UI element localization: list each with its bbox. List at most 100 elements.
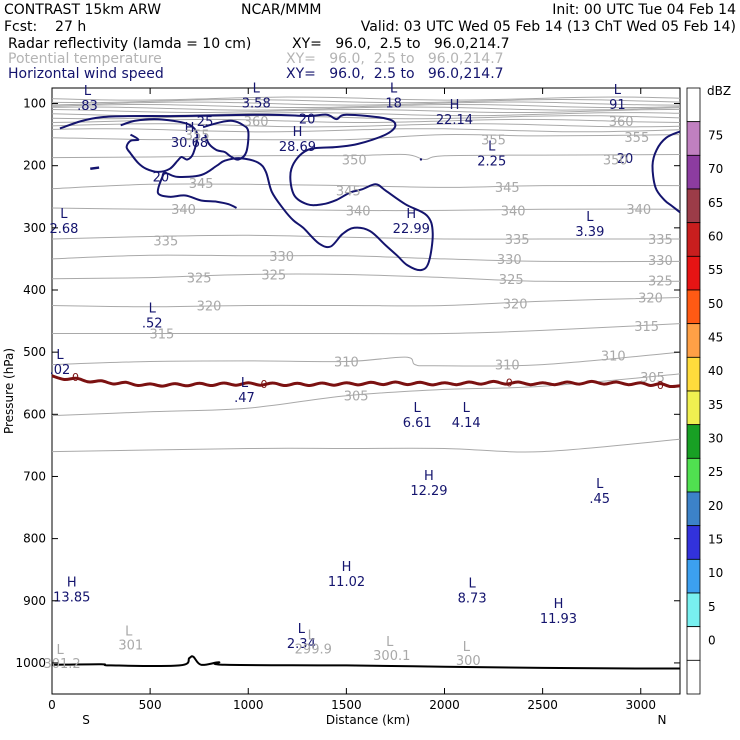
extremum-type-label: L [298, 622, 306, 637]
x-tick-label: 1500 [331, 698, 362, 712]
model-title: CONTRAST 15km ARW [4, 2, 161, 18]
extremum-type-label: L [253, 81, 261, 96]
reflectivity-zero-contour [51, 374, 681, 389]
extremum-value-label: 3.58 [242, 96, 271, 111]
colorbar-swatch [686, 188, 701, 224]
y-tick-label: 400 [23, 283, 46, 297]
field-theta-xy: XY= 96.0, 2.5 to 96.0,214.7 [286, 51, 504, 67]
colorbar-level-label: 10 [708, 566, 723, 580]
axes: 0 500 1000 1500 2000 2500 30001002003004005006… [15, 88, 680, 712]
extremum-type-label: L [84, 84, 92, 99]
theta-contour-label: 325 [499, 273, 524, 288]
extremum-value-label: 30.68 [171, 136, 208, 151]
y-tick-label: 100 [23, 97, 46, 111]
terrain-line [51, 655, 681, 670]
colorbar-level-label: 5 [708, 600, 716, 614]
x-tick-label: 0 [48, 698, 56, 712]
extremum-value-label: 11.02 [328, 575, 365, 590]
y-tick-label: 1000 [15, 656, 46, 670]
x-axis-start-label: S [82, 713, 90, 727]
theta-extremum-value-label: 299.9 [295, 643, 332, 658]
extremum-type-label: L [586, 210, 594, 225]
extremum-value-label: 2.34 [287, 637, 316, 652]
extremum-type-label: L [488, 140, 496, 155]
wind-contour-label: 20 [299, 112, 316, 127]
theta-contour-label: 330 [648, 254, 673, 269]
field-theta-name: Potential temperature [8, 51, 162, 67]
reflectivity-contour-label: 0 [72, 371, 79, 384]
theta-contour-label: 325 [261, 268, 286, 283]
extremum-type-label: L [469, 577, 477, 592]
reflectivity-contour [51, 374, 681, 389]
colorbar-swatch [686, 424, 701, 459]
theta-contour-label: 355 [624, 131, 649, 146]
theta-upper-isentrope [51, 106, 681, 111]
colorbar-level-label: 15 [708, 533, 723, 547]
theta-contour-label: 335 [153, 234, 178, 249]
extremum-value-label: 6.61 [403, 416, 432, 431]
extremum-type-label: H [450, 98, 460, 113]
extremum-type-label: H [293, 125, 303, 140]
extremum-type-label: H [342, 560, 352, 575]
field-wind-xy: XY= 96.0, 2.5 to 96.0,214.7 [286, 66, 504, 82]
theta-contour-label: 310 [495, 359, 520, 374]
theta-upper-isentrope [51, 123, 681, 128]
theta-contour-label: 345 [189, 177, 214, 192]
extremum-type-label: H [67, 575, 77, 590]
colorbar-swatch [686, 659, 701, 695]
extremum-type-label: L [390, 81, 398, 96]
x-axis-end-label: N [658, 713, 667, 727]
theta-upper-isentrope [51, 115, 681, 120]
init-time: Init: 00 UTC Tue 04 Feb 14 [552, 2, 736, 18]
theta-contour-label: 320 [197, 300, 222, 315]
extremum-value-label: 28.69 [279, 140, 316, 155]
extremum-value-label: 2.25 [477, 155, 506, 170]
field-reflectivity-xy: XY= 96.0, 2.5 to 96.0,214.7 [292, 36, 510, 52]
y-tick-label: 200 [23, 159, 46, 173]
theta-contour-label: 330 [269, 250, 294, 265]
theta-isentrope [51, 273, 681, 283]
extremum-type-label: H [554, 597, 564, 612]
extremum-type-label: L [614, 83, 622, 98]
colorbar-level-label: 20 [708, 499, 723, 513]
theta-extremum-type-label: L [386, 635, 394, 650]
y-axis-title: Pressure (hPa) [2, 348, 16, 434]
theta-isentrope [51, 373, 681, 417]
theta-upper-isentrope [51, 96, 681, 101]
theta-contour-label: 360 [609, 115, 634, 130]
colorbar-level-label: 45 [708, 331, 723, 345]
theta-isentrope [51, 351, 681, 367]
extremum-value-label: .02 [50, 363, 71, 378]
extremum-value-label: 22.14 [436, 113, 473, 128]
x-tick-label: 500 [139, 698, 162, 712]
extremum-value-label: 2.68 [49, 222, 78, 237]
colorbar-swatch [686, 390, 701, 426]
theta-contour-label: 310 [601, 349, 626, 364]
theta-upper-isentrope [51, 103, 681, 109]
extremum-type-label: H [424, 469, 434, 484]
x-tick-label: 3000 [625, 698, 656, 712]
theta-contour-label: 310 [334, 355, 359, 370]
colorbar-unit: dBZ [707, 84, 731, 98]
colorbar-level-label: 65 [708, 196, 723, 210]
wind-contour-label: 20 [617, 152, 634, 167]
wind-contour [120, 118, 199, 173]
extremum-value-label: 18 [385, 96, 402, 111]
extremum-value-label: 4.14 [452, 416, 481, 431]
extremum-value-label: 8.73 [458, 592, 487, 607]
extremum-value-label: .52 [142, 316, 163, 331]
field-reflectivity-name: Radar reflectivity (lamda = 10 cm) [8, 36, 251, 52]
theta-contour-label: 335 [505, 233, 530, 248]
extremum-type-label: L [149, 301, 157, 316]
extremum-value-label: 91 [609, 98, 626, 113]
wind-speed-contours [59, 113, 681, 272]
theta-contour-label: 330 [497, 253, 522, 268]
colorbar-swatch [686, 491, 701, 527]
theta-contour-label: 325 [648, 275, 673, 290]
extremum-value-label: 13.85 [53, 590, 90, 605]
theta-contour-label: 315 [149, 328, 174, 343]
